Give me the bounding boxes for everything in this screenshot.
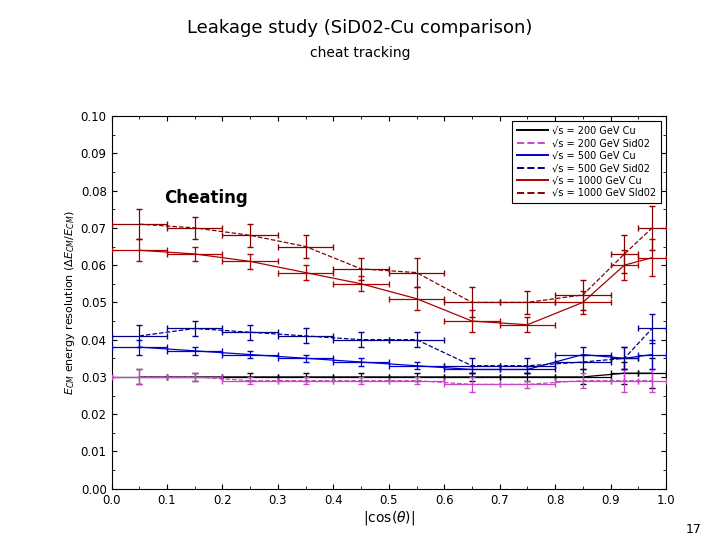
- Legend: √s = 200 GeV Cu, √s = 200 GeV Sid02, √s = 500 GeV Cu, √s = 500 GeV Sid02, √s = 1: √s = 200 GeV Cu, √s = 200 GeV Sid02, √s …: [513, 121, 661, 203]
- Y-axis label: $E_{CM}$ energy resolution ($\Delta E_{CM}/E_{CM}$): $E_{CM}$ energy resolution ($\Delta E_{C…: [63, 210, 76, 395]
- Text: cheat tracking: cheat tracking: [310, 46, 410, 60]
- Text: Leakage study (SiD02-Cu comparison): Leakage study (SiD02-Cu comparison): [187, 19, 533, 37]
- Text: 17: 17: [686, 523, 702, 536]
- X-axis label: $|\cos(\theta)|$: $|\cos(\theta)|$: [363, 509, 415, 528]
- Text: Cheating: Cheating: [164, 189, 248, 207]
